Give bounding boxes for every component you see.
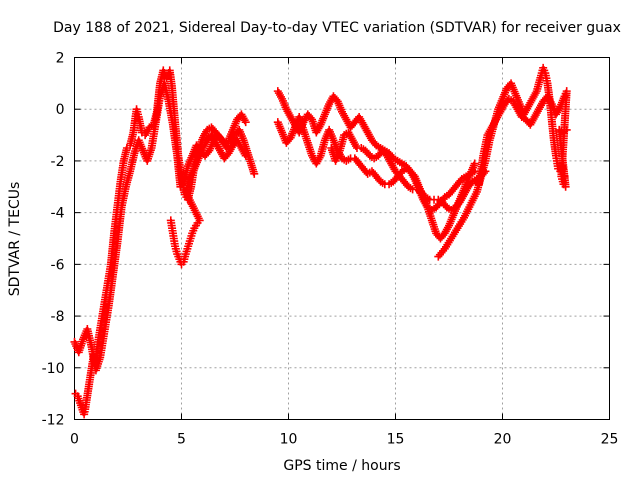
y-tick-label: -8 [51, 309, 65, 325]
axis-ticks [74, 57, 610, 420]
x-axis-tick-labels: 0 5 10 15 20 25 [70, 432, 618, 448]
data-point [241, 118, 250, 127]
data-point [562, 125, 571, 134]
y-tick-label: 0 [56, 102, 65, 118]
data-point [470, 159, 479, 168]
x-tick-label: 0 [70, 432, 79, 448]
x-axis-label: GPS time / hours [283, 458, 400, 474]
chart-title: Day 188 of 2021, Sidereal Day-to-day VTE… [53, 20, 621, 36]
x-tick-label: 20 [494, 432, 512, 448]
y-axis-tick-labels: -12 -10 -8 -6 -4 -2 0 2 [42, 51, 65, 429]
y-tick-label: -2 [51, 154, 65, 170]
y-tick-label: 2 [56, 51, 65, 67]
y-axis-label: SDTVAR / TECUs [7, 182, 23, 297]
x-tick-label: 15 [387, 432, 405, 448]
x-tick-label: 5 [177, 432, 186, 448]
data-point [241, 151, 250, 160]
data-point [250, 169, 259, 178]
y-tick-label: -6 [51, 257, 65, 273]
y-tick-label: -4 [51, 206, 65, 222]
x-tick-label: 25 [601, 432, 619, 448]
x-tick-label: 10 [280, 432, 298, 448]
plot-frame [74, 57, 610, 420]
data-points [70, 63, 571, 419]
y-tick-label: -12 [42, 413, 65, 429]
y-tick-label: -10 [42, 361, 65, 377]
